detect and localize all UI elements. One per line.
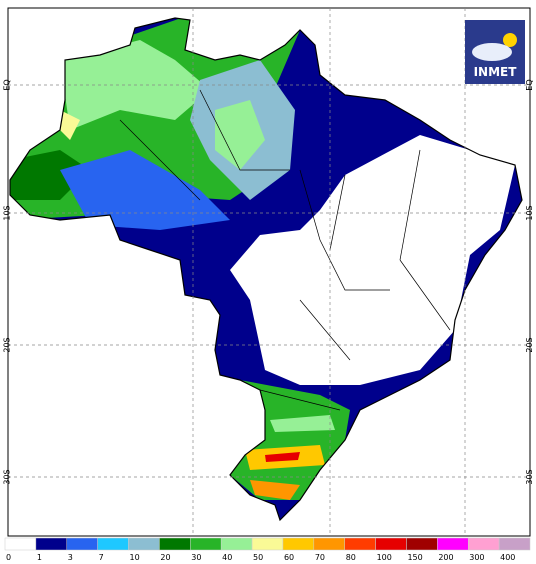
legend-label: 400 <box>500 553 515 562</box>
lat-label: 20S <box>525 337 534 352</box>
legend-label: 80 <box>346 553 356 562</box>
legend-label: 60 <box>284 553 294 562</box>
legend-swatch <box>220 537 253 551</box>
legend-label: 300 <box>469 553 484 562</box>
legend-swatch <box>35 537 68 551</box>
legend-swatch <box>498 537 531 551</box>
inmet-logo: INMET <box>465 20 525 84</box>
legend-swatch <box>66 537 98 551</box>
legend-swatch <box>251 537 284 551</box>
legend-swatch <box>128 537 160 551</box>
legend-label: 50 <box>253 553 263 562</box>
legend-label: 70 <box>315 553 325 562</box>
colorbar: 0 1 3 7 10 20 30 40 50 60 70 80 100 150 200 300 400 <box>4 537 531 562</box>
grid <box>8 8 530 536</box>
legend-swatch <box>467 537 500 551</box>
logo-text: INMET <box>474 65 518 79</box>
legend-label: 1 <box>37 553 42 562</box>
legend-swatch <box>4 537 37 551</box>
lat-label: 20S <box>3 337 12 352</box>
legend-swatch <box>406 537 438 551</box>
legend-label: 7 <box>99 553 104 562</box>
legend-label: 10 <box>130 553 140 562</box>
legend-label: 40 <box>222 553 232 562</box>
map <box>9 17 523 521</box>
legend-label: 0 <box>6 553 11 562</box>
lat-label: 10S <box>525 205 534 220</box>
lat-label: 30S <box>3 469 12 484</box>
legend-label: 30 <box>191 553 201 562</box>
lat-label: EQ <box>3 79 12 90</box>
lat-label: EQ <box>525 79 534 90</box>
legend-swatch <box>190 537 222 551</box>
legend-label: 20 <box>160 553 170 562</box>
legend-label: 3 <box>68 553 73 562</box>
legend-swatch <box>282 537 315 551</box>
lat-label: 10S <box>3 205 12 220</box>
legend-swatch <box>437 537 469 551</box>
legend-swatch <box>97 537 129 551</box>
legend-label: 150 <box>407 553 422 562</box>
lat-label: 30S <box>525 469 534 484</box>
legend-swatch <box>344 537 376 551</box>
legend-label: 200 <box>438 553 453 562</box>
legend-label: 100 <box>377 553 392 562</box>
legend-swatch <box>313 537 345 551</box>
legend-swatch <box>159 537 191 551</box>
legend-swatch <box>375 537 407 551</box>
